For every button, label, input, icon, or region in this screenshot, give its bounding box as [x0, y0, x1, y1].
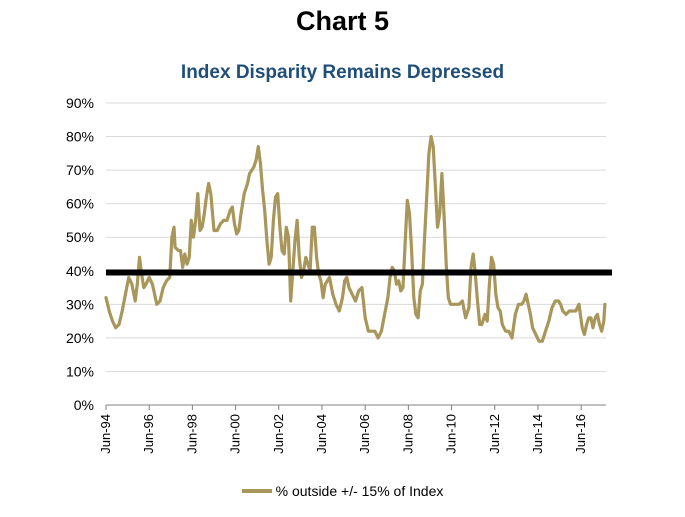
- x-tick-label: Jun-12: [487, 414, 502, 454]
- x-tick-label: Jun-98: [184, 414, 199, 454]
- legend-label: % outside +/- 15% of Index: [275, 483, 444, 499]
- x-tick-label: Jun-16: [573, 414, 588, 454]
- x-tick-label: Jun-96: [141, 414, 156, 454]
- y-tick-label: 10%: [66, 363, 94, 379]
- y-tick-label: 50%: [66, 229, 94, 245]
- x-tick-label: Jun-04: [314, 414, 329, 454]
- series-line: [104, 135, 607, 343]
- chart-title: Chart 5: [295, 6, 390, 36]
- x-tick-label: Jun-00: [228, 414, 243, 454]
- y-tick-label: 90%: [66, 95, 94, 111]
- y-tick-label: 60%: [66, 196, 94, 212]
- x-tick-label: Jun-02: [271, 414, 286, 454]
- x-tick-label: Jun-06: [357, 414, 372, 454]
- chart-subtitle: Index Disparity Remains Depressed: [180, 62, 505, 83]
- x-tick-label: Jun-14: [530, 414, 545, 454]
- x-tick-label: Jun-94: [98, 414, 113, 454]
- legend-swatch: [241, 489, 272, 494]
- y-tick-label: 20%: [66, 330, 94, 346]
- y-tick-label: 40%: [66, 263, 94, 279]
- y-tick-label: 30%: [66, 296, 94, 312]
- x-tick-label: Jun-08: [400, 414, 415, 454]
- x-tick-label: Jun-10: [444, 414, 459, 454]
- y-tick-label: 70%: [66, 162, 94, 178]
- y-tick-label: 0%: [74, 397, 94, 413]
- y-tick-label: 80%: [66, 129, 94, 145]
- legend: % outside +/- 15% of Index: [0, 483, 685, 499]
